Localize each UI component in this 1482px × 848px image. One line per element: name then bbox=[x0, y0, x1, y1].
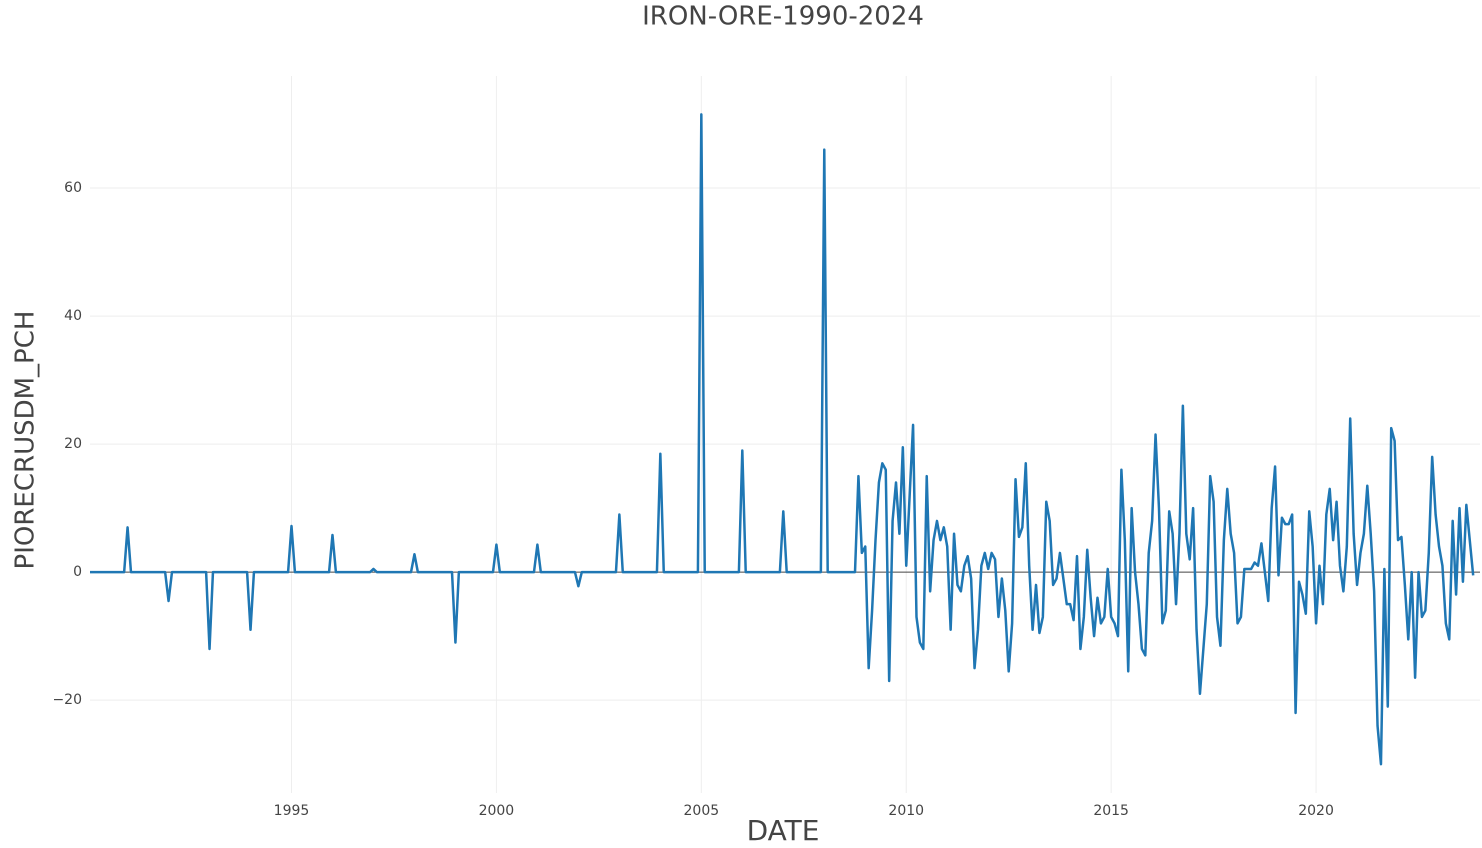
y-tick-label: −20 bbox=[52, 692, 82, 708]
x-axis-title: DATE bbox=[747, 814, 820, 847]
x-tick-label: 2015 bbox=[1093, 803, 1129, 819]
data-line bbox=[90, 113, 1475, 766]
x-tick-label: 2010 bbox=[888, 803, 924, 819]
x-tick-label: 2000 bbox=[479, 803, 515, 819]
x-tick-label: 1995 bbox=[274, 803, 310, 819]
y-tick-label: 0 bbox=[73, 564, 82, 580]
y-tick-label: 40 bbox=[64, 308, 82, 324]
grid bbox=[90, 76, 1480, 793]
x-tick-label: 2020 bbox=[1298, 803, 1334, 819]
chart-title: IRON-ORE-1990-2024 bbox=[642, 2, 924, 32]
y-tick-label: 60 bbox=[64, 180, 82, 196]
x-tick-label: 2005 bbox=[684, 803, 720, 819]
y-axis-title: PIORECRUSDM_PCH bbox=[11, 311, 41, 570]
y-tick-label: 20 bbox=[64, 436, 82, 452]
